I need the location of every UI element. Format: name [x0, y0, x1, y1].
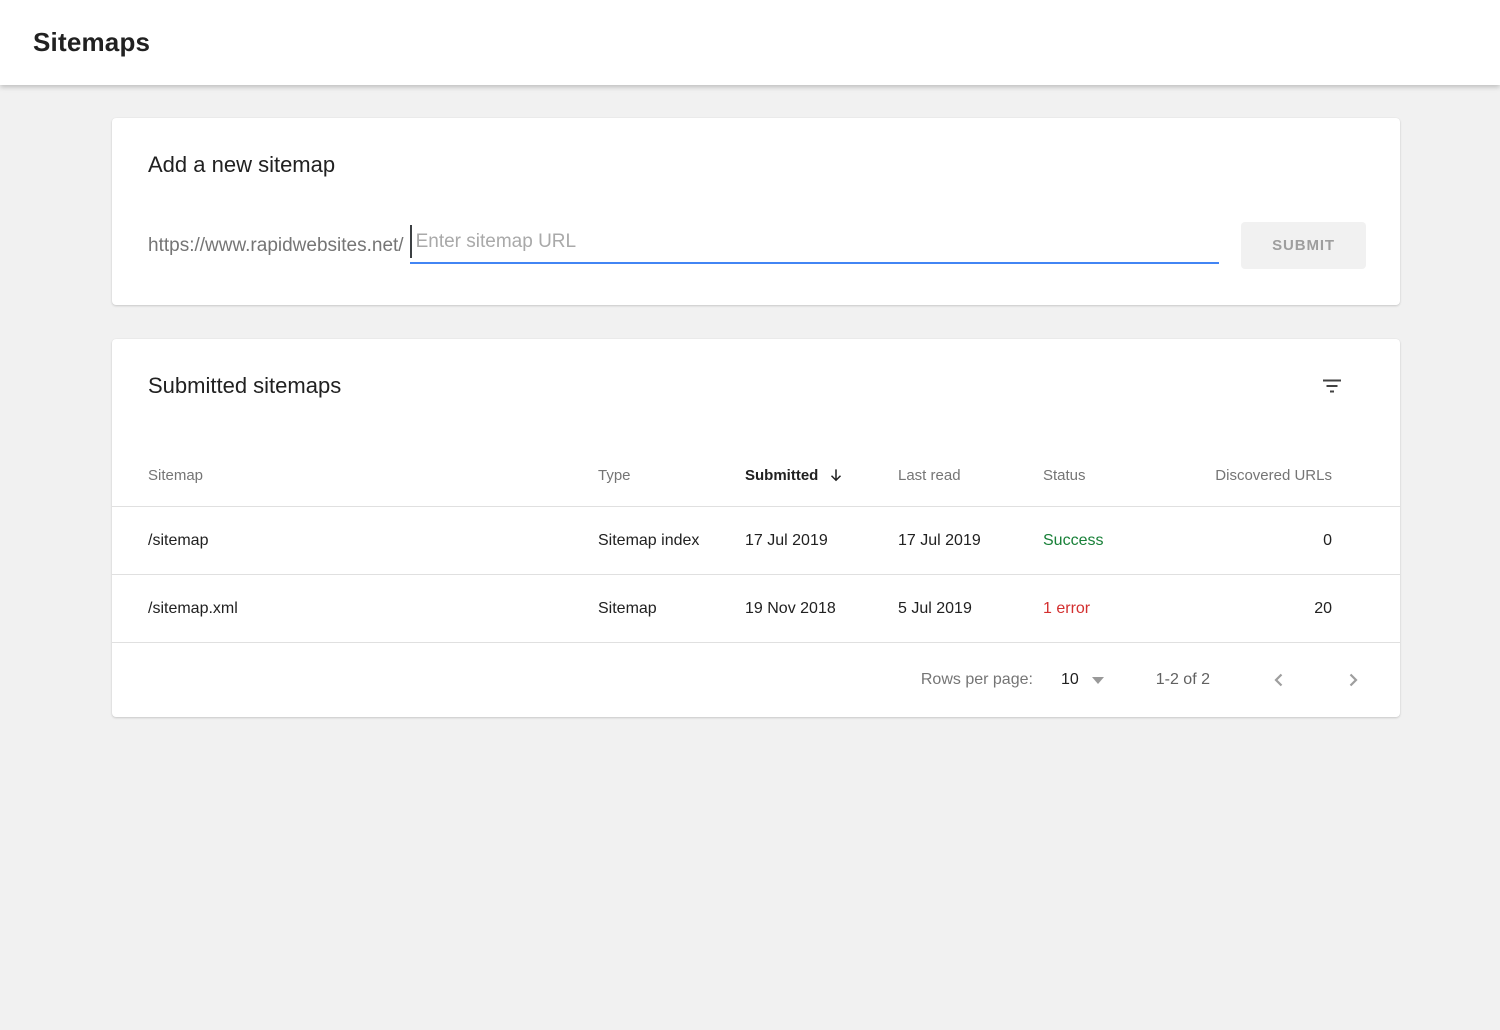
column-header-sitemap[interactable]: Sitemap	[148, 466, 204, 484]
rows-per-page-label: Rows per page:	[920, 671, 1033, 688]
rows-per-page-select[interactable]: 10	[1061, 671, 1104, 689]
status-badge: Success	[1043, 531, 1104, 549]
page-title: Sitemaps	[33, 27, 151, 57]
column-header-type[interactable]: Type	[598, 466, 631, 484]
table-header-row: Sitemap Type Submitted Last read Status …	[112, 444, 1400, 507]
page-body: Add a new sitemap https://www.rapidwebsi…	[0, 85, 1500, 1030]
table-pagination: Rows per page: 10 1-2 of 2	[112, 643, 1400, 717]
cell-discovered-urls: 0	[1323, 531, 1332, 549]
next-page-button[interactable]	[1340, 667, 1366, 693]
cell-type: Sitemap	[598, 599, 657, 617]
cell-last-read: 5 Jul 2019	[898, 599, 972, 617]
add-sitemap-title: Add a new sitemap	[148, 152, 336, 177]
column-header-last-read[interactable]: Last read	[898, 466, 961, 484]
cell-submitted: 19 Nov 2018	[745, 599, 836, 617]
add-sitemap-form-row: https://www.rapidwebsites.net/ SUBMIT	[148, 222, 1366, 269]
filter-list-icon	[1320, 374, 1344, 398]
text-cursor	[409, 225, 412, 258]
sitemap-url-input-wrap	[409, 225, 1220, 264]
site-url-prefix: https://www.rapidwebsites.net/	[148, 234, 404, 256]
column-header-submitted-label: Submitted	[745, 466, 819, 484]
dropdown-arrow-icon	[1091, 676, 1104, 684]
cell-sitemap: /sitemap	[148, 531, 209, 549]
rows-per-page-value: 10	[1060, 671, 1079, 688]
submit-button[interactable]: SUBMIT	[1241, 222, 1366, 269]
sitemap-url-input[interactable]	[409, 227, 1220, 264]
column-header-discovered-urls[interactable]: Discovered URLs	[1215, 466, 1332, 484]
pagination-range-label: 1-2 of 2	[1155, 671, 1210, 688]
chevron-right-icon	[1341, 668, 1365, 692]
app-header: Sitemaps	[0, 0, 1500, 85]
submitted-sitemaps-card: Submitted sitemaps Sitemap Type Submitte…	[112, 339, 1400, 717]
column-header-status[interactable]: Status	[1043, 466, 1086, 484]
cell-type: Sitemap index	[598, 531, 700, 549]
submitted-sitemaps-title: Submitted sitemaps	[148, 373, 342, 398]
status-badge: 1 error	[1043, 599, 1091, 617]
filter-button[interactable]	[1319, 373, 1345, 399]
table-row[interactable]: /sitemap Sitemap index 17 Jul 2019 17 Ju…	[112, 507, 1400, 575]
column-header-submitted[interactable]: Submitted	[745, 466, 898, 484]
cell-last-read: 17 Jul 2019	[898, 531, 981, 549]
cell-discovered-urls: 20	[1314, 599, 1332, 617]
arrow-downward-icon	[827, 466, 845, 484]
cell-sitemap: /sitemap.xml	[148, 599, 238, 617]
previous-page-button[interactable]	[1266, 667, 1292, 693]
chevron-left-icon	[1267, 668, 1291, 692]
table-row[interactable]: /sitemap.xml Sitemap 19 Nov 2018 5 Jul 2…	[112, 575, 1400, 643]
cell-submitted: 17 Jul 2019	[745, 531, 828, 549]
add-sitemap-card: Add a new sitemap https://www.rapidwebsi…	[112, 118, 1400, 305]
submitted-sitemaps-header: Submitted sitemaps	[112, 339, 1400, 399]
